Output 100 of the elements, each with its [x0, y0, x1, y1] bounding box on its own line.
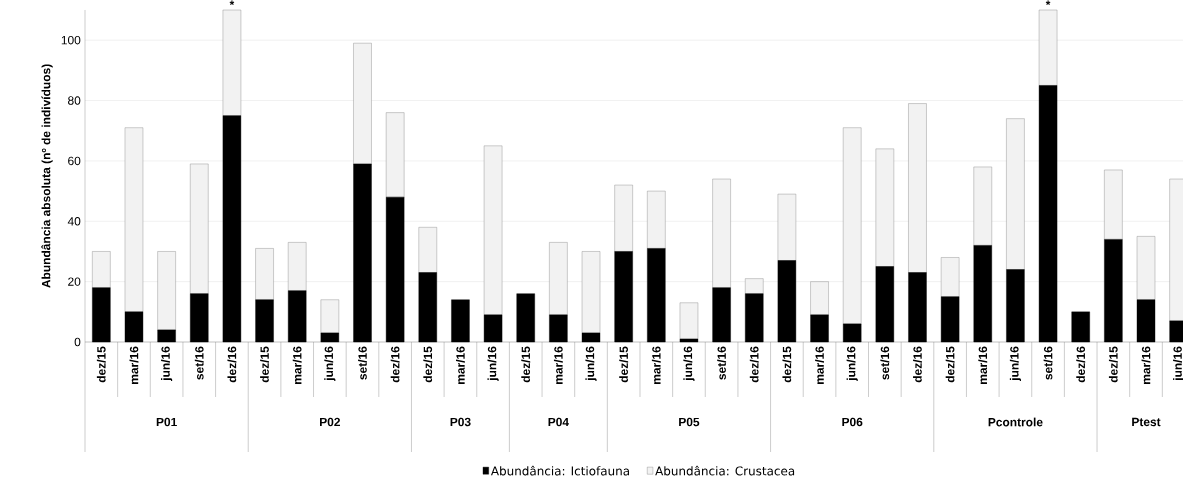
x-tick-label: jun/16 — [324, 346, 336, 381]
bar — [222, 9, 242, 116]
x-tick-label: jun/16 — [161, 346, 173, 381]
bar — [255, 248, 274, 300]
bar — [124, 127, 144, 313]
x-tick-label: dez/15 — [423, 346, 433, 383]
bar — [222, 115, 242, 343]
x-tick-label: dez/15 — [619, 346, 629, 383]
bar — [679, 302, 699, 340]
bar — [255, 299, 274, 343]
x-tick-label: mar/16 — [651, 346, 661, 384]
text: P03 — [450, 417, 471, 427]
x-tick-label: mar/16 — [292, 346, 302, 384]
x-tick-label: mar/16 — [455, 346, 465, 384]
bar — [973, 245, 992, 343]
bar — [1136, 299, 1156, 343]
bar — [712, 287, 731, 343]
x-tick-label: dez/16 — [390, 346, 400, 383]
bar — [549, 314, 568, 343]
y-tick-label: 0 — [74, 337, 81, 347]
bar — [418, 227, 437, 273]
text: Pcontrole — [988, 417, 1043, 427]
bar — [614, 184, 633, 252]
x-tick-label: set/16 — [880, 346, 890, 380]
bar — [353, 163, 372, 343]
bar — [777, 193, 797, 261]
x-tick-label: mar/16 — [1141, 346, 1151, 384]
text: Ptest — [1132, 417, 1161, 427]
x-tick-label: mar/16 — [978, 346, 988, 384]
bar — [385, 196, 405, 343]
bar — [940, 296, 960, 343]
text: P01 — [156, 417, 177, 427]
y-tick-label: 40 — [67, 217, 81, 226]
bar — [157, 251, 176, 331]
bar — [810, 314, 829, 343]
text: P02 — [320, 417, 340, 427]
bar — [1038, 85, 1058, 343]
x-tick-label: dez/15 — [1108, 346, 1118, 383]
bar — [810, 281, 829, 316]
x-tick-label: dez/15 — [945, 346, 955, 383]
x-tick-label: jun/16 — [487, 346, 499, 381]
bar — [190, 293, 209, 343]
data-label: * — [1045, 0, 1051, 6]
bar — [777, 260, 797, 343]
bar — [1104, 169, 1123, 240]
y-tick-label: 100 — [61, 35, 81, 45]
text: P06 — [842, 417, 863, 427]
bar — [679, 338, 699, 343]
bar — [92, 251, 111, 288]
legend-label: Abundância: Ictiofauna — [490, 465, 629, 476]
x-tick-label: dez/15 — [782, 346, 792, 383]
bar — [908, 103, 927, 273]
x-tick-label: dez/15 — [96, 346, 106, 383]
bar — [1006, 269, 1025, 343]
bar — [483, 314, 503, 343]
bar — [483, 145, 503, 316]
x-tick-label: mar/16 — [815, 346, 824, 384]
bar — [353, 43, 372, 165]
x-tick-label: set/16 — [1043, 346, 1053, 380]
bar — [288, 242, 307, 291]
bar — [875, 266, 895, 343]
bar — [418, 272, 437, 343]
bar — [190, 163, 209, 294]
x-tick-label: jun/16 — [1009, 346, 1021, 381]
x-tick-label: set/16 — [358, 346, 367, 380]
bar — [875, 148, 895, 267]
bar — [712, 178, 731, 288]
text: P05 — [679, 417, 700, 427]
x-tick-label: dez/15 — [260, 346, 269, 383]
x-tick-label: jun/16 — [683, 346, 695, 381]
x-tick-label: dez/16 — [227, 346, 237, 383]
y-tick-label: 20 — [68, 277, 81, 286]
bar — [320, 332, 340, 343]
x-tick-label: dez/16 — [1076, 346, 1086, 383]
x-tick-label: mar/16 — [553, 346, 563, 384]
x-tick-label: dez/16 — [913, 346, 922, 383]
y-tick-label: 80 — [68, 96, 81, 105]
bar — [124, 311, 144, 343]
data-label: * — [229, 0, 235, 6]
x-tick-label: dez/16 — [749, 346, 759, 383]
bar — [908, 272, 927, 343]
bar — [940, 257, 960, 297]
bar — [647, 190, 666, 249]
bar — [549, 242, 568, 316]
bar — [647, 248, 666, 343]
text: P04 — [548, 417, 569, 427]
bar — [745, 293, 764, 343]
x-tick-label: set/16 — [717, 346, 727, 380]
y-tick-label: 60 — [68, 156, 81, 166]
bar — [157, 329, 176, 343]
y-axis-title: Abundância absoluta (nº de indivíduos) — [41, 64, 53, 288]
bar — [973, 166, 992, 246]
x-tick-label: mar/16 — [129, 346, 139, 384]
x-tick-label: jun/16 — [846, 346, 858, 381]
legend-label: Abundância: Crustacea — [655, 465, 795, 476]
bar — [614, 251, 633, 343]
bar — [581, 251, 601, 334]
x-tick-label: dez/15 — [521, 346, 531, 383]
x-tick-label: jun/16 — [585, 346, 597, 381]
bar — [581, 332, 601, 343]
